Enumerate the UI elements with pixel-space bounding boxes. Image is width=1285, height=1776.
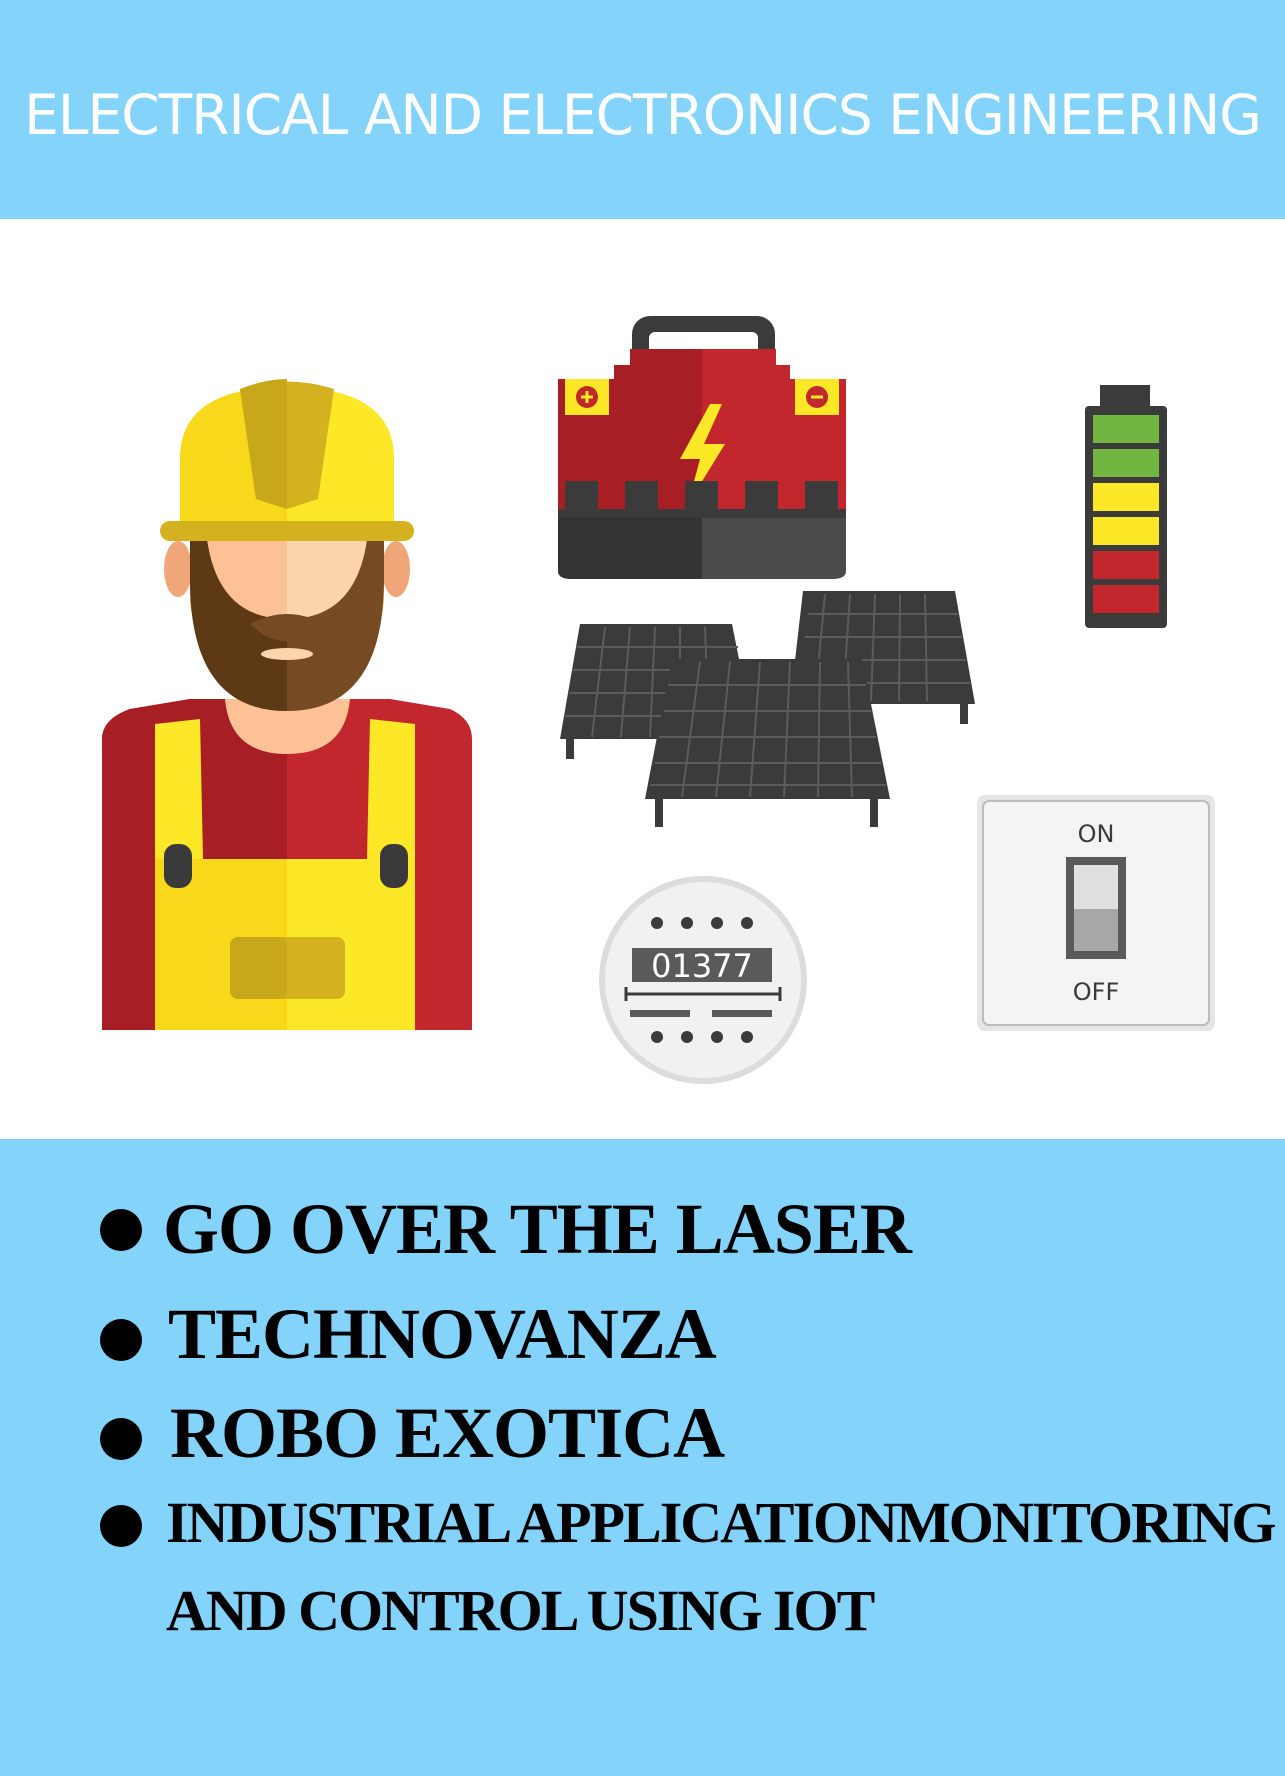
bullet-icon bbox=[100, 1505, 142, 1547]
solar-panels-icon bbox=[560, 591, 975, 827]
page-title: ELECTRICAL AND ELECTRONICS ENGINEERING bbox=[24, 83, 1262, 147]
engineer-icon bbox=[102, 379, 472, 1030]
car-battery-icon bbox=[558, 316, 846, 579]
switch-off-label: OFF bbox=[1073, 978, 1120, 1006]
event-label: TECHNOVANZA bbox=[168, 1294, 717, 1374]
switch-on-label: ON bbox=[1078, 820, 1115, 848]
light-switch-icon: ON OFF bbox=[977, 795, 1215, 1031]
event-label: INDUSTRIAL APPLICATIONMONITORING AND CON… bbox=[166, 1490, 1277, 1643]
header-banner: ELECTRICAL AND ELECTRONICS ENGINEERING bbox=[0, 0, 1285, 219]
battery-level-icon bbox=[1085, 385, 1167, 628]
meter-reading: 01377 bbox=[651, 947, 753, 985]
event-label: GO OVER THE LASER bbox=[163, 1189, 912, 1269]
event-label: ROBO EXOTICA bbox=[170, 1393, 725, 1473]
bullet-icon bbox=[100, 1319, 142, 1361]
electric-meter-icon: 01377 bbox=[599, 876, 807, 1084]
events-list-panel: GO OVER THE LASER TECHNOVANZA ROBO EXOTI… bbox=[0, 1139, 1285, 1776]
bullet-icon bbox=[100, 1209, 142, 1251]
illustration-area: 01377 ON OFF bbox=[0, 219, 1285, 1139]
bullet-icon bbox=[100, 1418, 142, 1460]
